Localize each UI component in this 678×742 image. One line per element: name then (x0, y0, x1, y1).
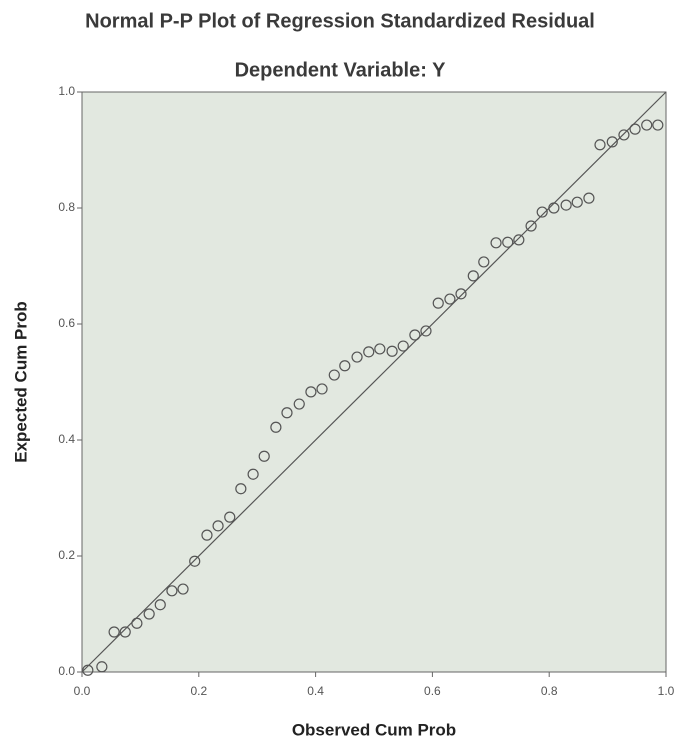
x-tick-label: 1.0 (658, 684, 675, 698)
chart-title: Normal P-P Plot of Regression Standardiz… (85, 10, 595, 32)
chart: Normal P-P Plot of Regression Standardiz… (0, 0, 678, 742)
x-tick-label: 0.0 (74, 684, 91, 698)
y-tick-label: 0.0 (58, 664, 75, 678)
y-axis-label: Expected Cum Prob (11, 301, 30, 463)
y-tick-label: 0.8 (58, 200, 75, 214)
y-tick-label: 0.4 (58, 432, 75, 446)
y-tick-label: 1.0 (58, 84, 75, 98)
x-tick-label: 0.2 (190, 684, 207, 698)
x-axis-label: Observed Cum Prob (292, 720, 456, 739)
x-tick-label: 0.4 (307, 684, 324, 698)
x-tick-label: 0.8 (541, 684, 558, 698)
chart-subtitle: Dependent Variable: Y (235, 59, 446, 81)
y-tick-label: 0.6 (58, 316, 75, 330)
y-tick-label: 0.2 (58, 548, 75, 562)
x-tick-label: 0.6 (424, 684, 441, 698)
